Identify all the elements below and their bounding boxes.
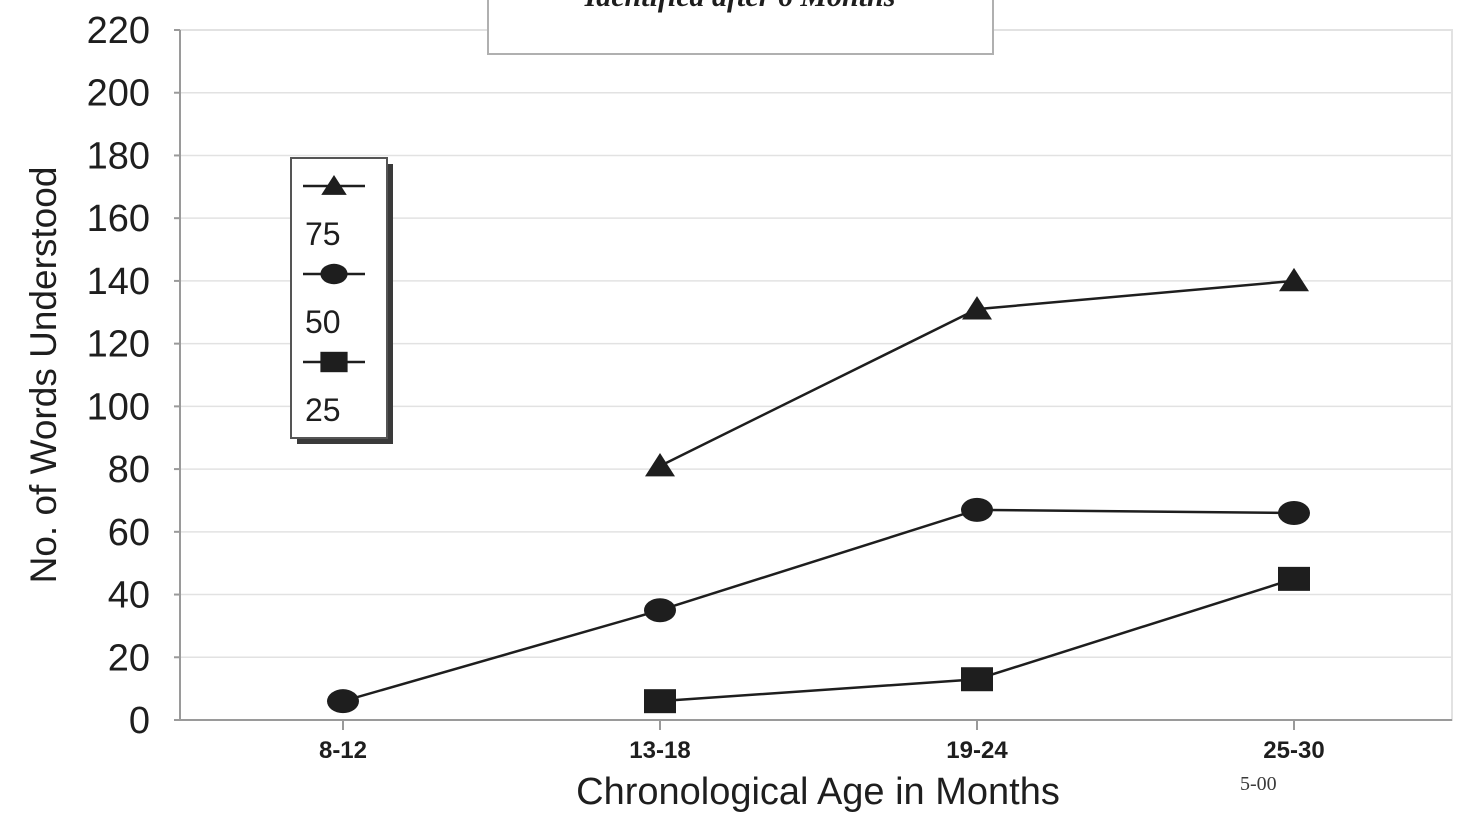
y-tick-label: 220 [87, 10, 150, 52]
annotation-note: 5-00 [1240, 773, 1277, 795]
legend-marker-50 [320, 263, 348, 285]
title-box: Identified after 6 Months [487, 0, 994, 55]
data-point-25 [961, 667, 993, 692]
y-axis-label: No. of Words Understood [23, 167, 64, 584]
y-tick-label: 180 [87, 135, 150, 177]
data-point-75 [1279, 267, 1309, 292]
x-tick-label: 25-30 [1263, 737, 1324, 764]
data-point-50 [327, 689, 359, 714]
y-tick-label: 40 [108, 575, 150, 617]
legend-label-50: 50 [305, 304, 341, 340]
y-tick-label: 140 [87, 261, 150, 303]
data-point-50 [644, 598, 676, 623]
title-box-frame [487, 0, 994, 55]
legend-marker-75 [321, 174, 347, 195]
data-point-75 [962, 296, 992, 320]
y-tick-label: 60 [108, 512, 150, 554]
legend-label-75: 75 [305, 216, 341, 252]
y-tick-label: 120 [87, 324, 150, 366]
legend: 75 50 25 [290, 157, 393, 444]
legend-frame [290, 157, 388, 439]
series-layer [327, 267, 1310, 714]
x-tick-label: 19-24 [946, 737, 1008, 764]
y-tick-label: 0 [129, 700, 150, 742]
series-line-50 [342, 508, 1295, 703]
axis-layer: 0 20 40 60 80 100 120 140 160 180 200 220 8-12 13-18 1… [87, 10, 1452, 764]
data-point-50 [1278, 501, 1310, 525]
data-point-50 [961, 497, 993, 522]
chart-title: Identified after 6 Months [584, 0, 896, 13]
data-point-75 [645, 452, 675, 477]
x-axis-label: Chronological Age in Months [576, 771, 1060, 813]
y-tick-label: 20 [108, 637, 150, 679]
legend-marker-25 [320, 351, 348, 373]
y-tick-label: 160 [87, 198, 150, 240]
legend-label-25: 25 [305, 392, 341, 428]
y-tick-label: 80 [108, 449, 150, 491]
y-tick-label: 200 [87, 73, 150, 115]
y-tick-label: 100 [87, 386, 150, 428]
x-tick-label: 13-18 [629, 737, 690, 764]
x-tick-label: 8-12 [319, 737, 367, 764]
data-point-25 [644, 689, 676, 714]
data-point-25 [1278, 566, 1310, 591]
